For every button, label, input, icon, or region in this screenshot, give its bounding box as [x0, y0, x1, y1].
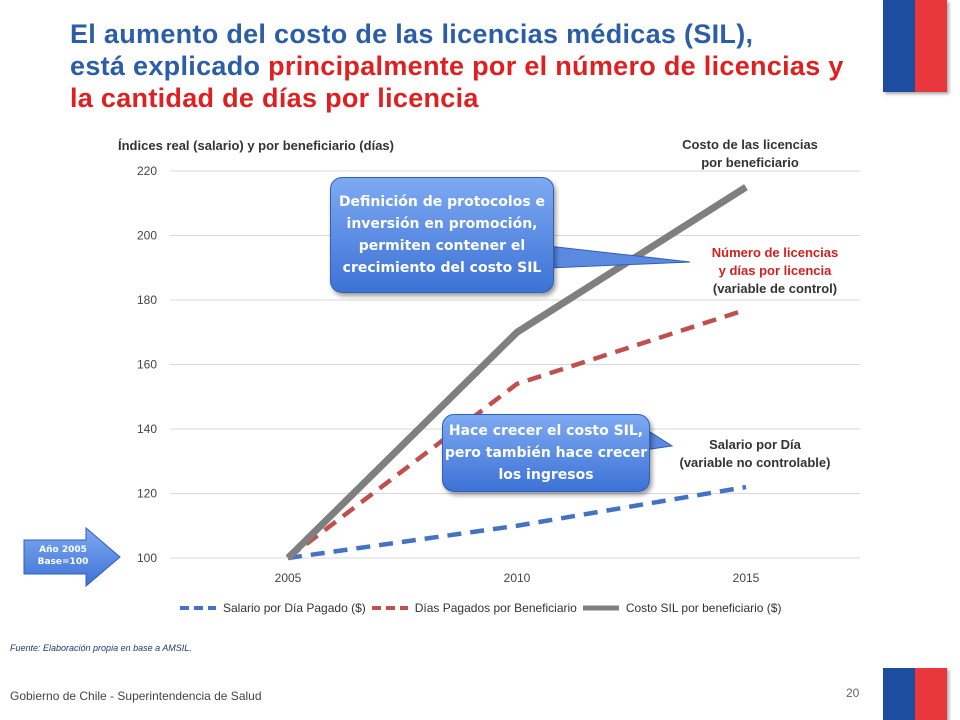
annotation-salary-line-1: Salario por Día: [709, 437, 801, 452]
legend-swatch-cost: [582, 605, 619, 611]
x-tick-label-2005: 2005: [275, 571, 302, 585]
title-part-3: principalmente por el número de licencia…: [70, 51, 844, 113]
page-title: El aumento del costo de las licencias mé…: [70, 18, 860, 114]
annotation-salary-line-2: (variable no controlable): [679, 455, 831, 470]
annotation-cost-line-1: Costo de las licencias: [682, 137, 818, 152]
legend-label-days: Días Pagados por Beneficiario: [414, 601, 577, 615]
y-tick-label-140: 140: [137, 422, 157, 436]
legend-label-cost: Costo SIL por beneficiario ($): [625, 601, 782, 615]
x-tick-label-2015: 2015: [733, 571, 760, 585]
annotation-days-line-1: Número de licencias: [711, 245, 839, 260]
x-tick-label-2010: 2010: [504, 571, 531, 585]
y-tick-label-200: 200: [137, 229, 157, 243]
y-tick-label-180: 180: [137, 293, 157, 307]
y-tick-label-120: 120: [137, 487, 157, 501]
legend-swatch-salary: [180, 606, 216, 610]
callout-protocol-pointer: [547, 245, 691, 269]
base-year-line-1: Año 2005: [39, 545, 87, 555]
callout-income: Hace crecer el costo SIL, pero también h…: [442, 414, 650, 492]
base-year-line-2: Base=100: [37, 557, 89, 567]
base-year-arrow: [23, 526, 121, 588]
legend-swatch-days: [371, 606, 408, 610]
flag-logo-bottom: [883, 668, 947, 720]
title-part-1: El aumento del costo de las licencias mé…: [70, 19, 754, 49]
source-note: Fuente: Elaboración propia en base a AMS…: [10, 643, 192, 653]
annotation-days: Número de licencias y días por licencia …: [680, 244, 870, 298]
legend-item-cost: Costo SIL por beneficiario ($): [581, 601, 782, 615]
legend-label-salary: Salario por Día Pagado ($): [223, 601, 366, 615]
legend-item-days: Días Pagados por Beneficiario: [370, 601, 577, 615]
callout-income-text: Hace crecer el costo SIL, pero también h…: [444, 423, 648, 483]
y-axis-label: Índices real (salario) y por beneficiari…: [118, 138, 394, 153]
y-tick-label-220: 220: [137, 164, 157, 178]
chart-legend: Salario por Día Pagado ($) Días Pagados …: [178, 601, 785, 615]
y-tick-label-100: 100: [137, 551, 157, 565]
annotation-salary: Salario por Día (variable no controlable…: [660, 436, 850, 472]
callout-protocol: Definición de protocolos e inversión en …: [330, 177, 554, 293]
annotation-days-line-2: y días por licencia: [718, 263, 832, 278]
footer-text: Gobierno de Chile - Superintendencia de …: [10, 689, 262, 703]
callout-protocol-text: Definición de protocolos e inversión en …: [338, 194, 546, 276]
title-part-2: está explicado: [70, 51, 269, 81]
annotation-cost-line-2: por beneficiario: [701, 155, 799, 170]
base-year-label: Año 2005 Base=100: [30, 544, 96, 568]
annotation-days-line-3: (variable de control): [712, 281, 838, 296]
annotation-cost: Costo de las licencias por beneficiario: [660, 136, 840, 172]
series-line-0: [287, 484, 747, 561]
legend-item-salary: Salario por Día Pagado ($): [178, 601, 366, 615]
page-number: 20: [846, 686, 860, 700]
flag-logo-top: [883, 0, 947, 92]
y-tick-label-160: 160: [137, 358, 157, 372]
